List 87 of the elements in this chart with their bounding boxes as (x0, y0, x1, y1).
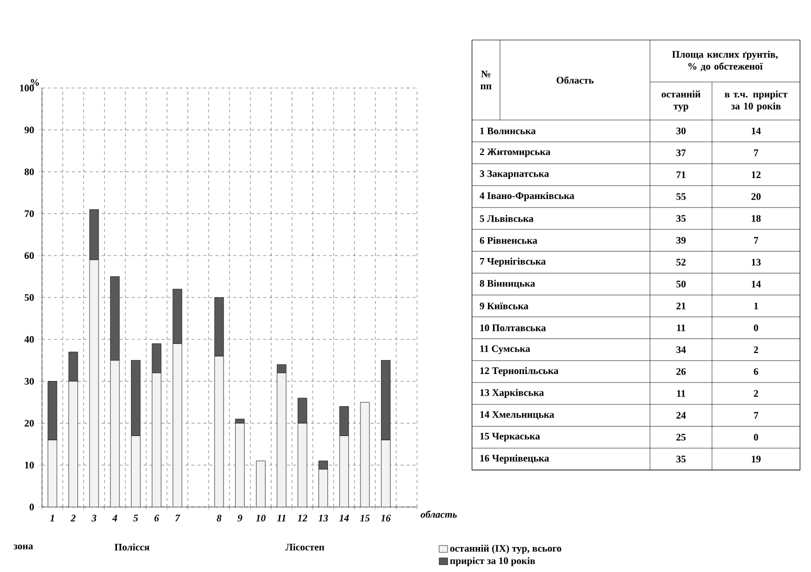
text: 14 Хмельницька (480, 411, 554, 420)
x-tick-label: 8 (216, 514, 222, 522)
x-tick-label: 5 (133, 514, 138, 522)
text: 10 Полтавська (480, 324, 546, 332)
y-tick-label: 0 (30, 504, 34, 510)
text: 5 Львівська (480, 214, 534, 222)
text: 11 Сумська (480, 345, 530, 354)
text: 12 Тернопільська (480, 367, 558, 376)
text: 55 (676, 193, 686, 200)
text: 21 (676, 302, 686, 310)
x-tick-label: 4 (112, 514, 118, 522)
text: 0 (754, 324, 758, 332)
text: 15 Черкаська (480, 432, 540, 442)
text: Полісся (114, 543, 150, 551)
x-tick-label: 7 (175, 514, 180, 522)
text: 26 (676, 368, 686, 375)
text: 7 Чернігівська (480, 258, 546, 267)
text: 6 (754, 368, 758, 375)
text: 7 (754, 237, 758, 244)
y-axis-title: % (30, 79, 39, 86)
text: № пп (480, 70, 492, 90)
x-tick-label: 11 (277, 514, 286, 522)
y-tick-label: 20 (24, 420, 34, 427)
y-tick-label: 30 (24, 378, 34, 385)
text: 4 Івано-Франківська (480, 192, 574, 202)
text: 11 (677, 390, 686, 397)
x-tick-label: 15 (360, 514, 370, 522)
y-tick-label: 100 (20, 84, 34, 92)
x-tick-label: 1 (50, 514, 54, 522)
y-tick-label: 60 (24, 252, 34, 259)
y-tick-label: 10 (25, 462, 34, 468)
text: 39 (676, 236, 686, 244)
x-tick-label: 9 (238, 514, 242, 522)
text: 19 (752, 456, 761, 462)
text: 7 (754, 412, 758, 419)
text: 35 (676, 215, 686, 222)
text: 18 (752, 215, 761, 222)
x-axis-title: область (420, 510, 457, 518)
legend-label: приріст за 10 років (450, 557, 536, 566)
legend-label: останній (IX) тур, всього (450, 544, 562, 554)
x-tick-label: 2 (70, 514, 76, 522)
text: 24 (676, 412, 686, 419)
text: 37 (676, 149, 686, 156)
text: Площа кислих ґрунтів, % до обстеженої (672, 50, 778, 72)
x-tick-label: 13 (318, 514, 328, 522)
text: зона (14, 544, 34, 550)
text: 25 (676, 434, 686, 441)
text: 34 (676, 346, 686, 354)
text: 6 Рівненська (480, 236, 538, 244)
text: 2 Житомирська (480, 148, 550, 158)
text: 13 Харківська (480, 388, 544, 398)
text: 2 (754, 346, 758, 353)
text: 14 (752, 280, 761, 288)
y-tick-label: 40 (24, 336, 34, 343)
text: 50 (676, 280, 686, 288)
text: 14 (752, 128, 761, 134)
text: 20 (751, 193, 761, 200)
y-tick-label: 90 (24, 126, 34, 134)
text: 3 Закарпатська (480, 170, 549, 180)
text: Область (556, 76, 594, 84)
text: останній тур (662, 90, 700, 112)
x-tick-label: 3 (92, 514, 96, 522)
text: 35 (676, 456, 686, 462)
text: 30 (676, 128, 686, 134)
text: 52 (676, 258, 686, 266)
y-tick-label: 50 (24, 294, 34, 301)
text: 16 Чернівецька (480, 454, 549, 464)
text: 71 (676, 171, 686, 178)
y-tick-label: 80 (24, 168, 34, 176)
text: в т.ч. приріст за 10 років (724, 90, 788, 112)
text: 1 (754, 302, 758, 310)
text: 0 (754, 434, 758, 441)
text: 8 Вінницька (480, 280, 536, 288)
text: 7 (754, 150, 758, 156)
text: 11 (677, 324, 686, 332)
text: 13 (752, 258, 761, 266)
text: 9 Київська (480, 302, 528, 310)
y-tick-label: 70 (24, 210, 34, 218)
x-tick-label: 16 (381, 514, 391, 522)
text: 1 Волинська (480, 128, 536, 134)
text: Лісостеп (286, 543, 324, 551)
x-tick-label: 14 (339, 514, 349, 522)
x-tick-label: 12 (298, 514, 308, 522)
text: 12 (752, 171, 761, 178)
text: 2 (754, 390, 758, 397)
x-tick-label: 10 (256, 514, 266, 522)
x-tick-label: 6 (154, 514, 160, 522)
